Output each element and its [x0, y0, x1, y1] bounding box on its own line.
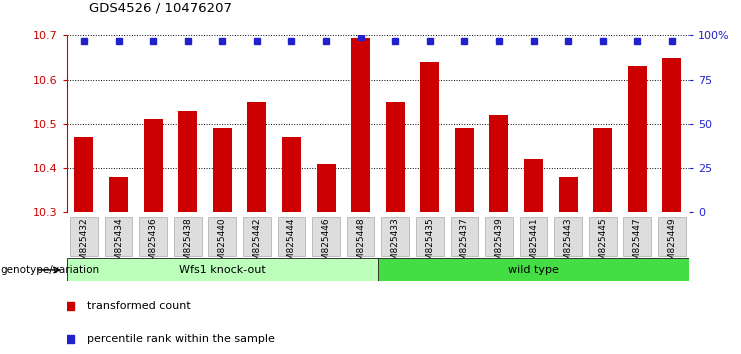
Bar [213, 128, 232, 212]
FancyBboxPatch shape [347, 217, 374, 256]
Text: GSM825449: GSM825449 [668, 217, 677, 272]
Text: GSM825436: GSM825436 [149, 217, 158, 272]
Text: GSM825435: GSM825435 [425, 217, 434, 272]
Text: GSM825446: GSM825446 [322, 217, 330, 272]
Text: GSM825437: GSM825437 [460, 217, 469, 272]
FancyBboxPatch shape [451, 217, 478, 256]
FancyBboxPatch shape [554, 217, 582, 256]
Bar [351, 38, 370, 212]
Bar [524, 159, 543, 212]
FancyBboxPatch shape [519, 217, 548, 256]
FancyBboxPatch shape [623, 217, 651, 256]
Text: transformed count: transformed count [87, 301, 191, 311]
FancyBboxPatch shape [312, 217, 340, 256]
FancyBboxPatch shape [589, 217, 617, 256]
FancyBboxPatch shape [67, 258, 378, 281]
Bar [662, 57, 682, 212]
Text: GSM825433: GSM825433 [391, 217, 399, 272]
Text: Wfs1 knock-out: Wfs1 knock-out [179, 265, 266, 275]
Bar [455, 128, 474, 212]
Bar [420, 62, 439, 212]
Text: GSM825444: GSM825444 [287, 217, 296, 272]
Bar [559, 177, 577, 212]
FancyBboxPatch shape [485, 217, 513, 256]
Text: GSM825443: GSM825443 [564, 217, 573, 272]
Bar [282, 137, 301, 212]
FancyBboxPatch shape [382, 217, 409, 256]
Text: genotype/variation: genotype/variation [1, 265, 100, 275]
Text: GSM825440: GSM825440 [218, 217, 227, 272]
Bar [178, 110, 197, 212]
FancyBboxPatch shape [139, 217, 167, 256]
Bar [247, 102, 266, 212]
FancyBboxPatch shape [174, 217, 202, 256]
Text: GSM825447: GSM825447 [633, 217, 642, 272]
Bar [489, 115, 508, 212]
FancyBboxPatch shape [658, 217, 685, 256]
Text: percentile rank within the sample: percentile rank within the sample [87, 334, 275, 344]
Text: GSM825438: GSM825438 [183, 217, 192, 272]
FancyBboxPatch shape [243, 217, 270, 256]
FancyBboxPatch shape [104, 217, 133, 256]
FancyBboxPatch shape [416, 217, 444, 256]
Text: GSM825439: GSM825439 [494, 217, 503, 272]
Text: GSM825432: GSM825432 [79, 217, 88, 272]
Bar [144, 119, 162, 212]
Text: GSM825448: GSM825448 [356, 217, 365, 272]
Text: GDS4526 / 10476207: GDS4526 / 10476207 [89, 1, 232, 14]
Bar [385, 102, 405, 212]
Bar [109, 177, 128, 212]
Bar [74, 137, 93, 212]
Bar [593, 128, 612, 212]
FancyBboxPatch shape [278, 217, 305, 256]
FancyBboxPatch shape [70, 217, 98, 256]
Text: GSM825445: GSM825445 [598, 217, 607, 272]
Text: wild type: wild type [508, 265, 559, 275]
Text: GSM825442: GSM825442 [253, 217, 262, 272]
FancyBboxPatch shape [208, 217, 236, 256]
Text: GSM825434: GSM825434 [114, 217, 123, 272]
Bar [628, 66, 647, 212]
FancyBboxPatch shape [378, 258, 689, 281]
Text: GSM825441: GSM825441 [529, 217, 538, 272]
Bar [316, 164, 336, 212]
